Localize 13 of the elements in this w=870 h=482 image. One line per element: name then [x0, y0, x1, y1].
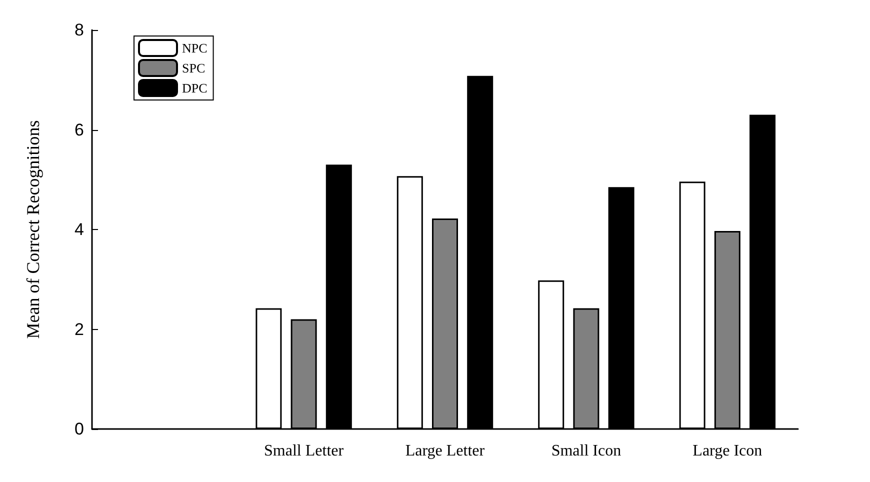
- y-tick-label: 0: [74, 420, 84, 438]
- x-tick-label: Large Letter: [405, 442, 486, 460]
- y-tick-label: 6: [74, 120, 84, 140]
- legend-label: SPC: [182, 60, 206, 76]
- x-tick-label: Small Letter: [264, 442, 344, 460]
- x-tick-label: Small Icon: [551, 442, 622, 460]
- y-tick-label: 2: [74, 320, 84, 339]
- y-axis-title: Mean of Correct Recognitions: [23, 120, 43, 339]
- legend-label: DPC: [182, 80, 208, 96]
- x-tick-label: Large Icon: [692, 442, 762, 460]
- y-tick-label: 8: [74, 20, 84, 40]
- y-tick-label: 4: [74, 220, 84, 239]
- legend-label: NPC: [182, 40, 208, 56]
